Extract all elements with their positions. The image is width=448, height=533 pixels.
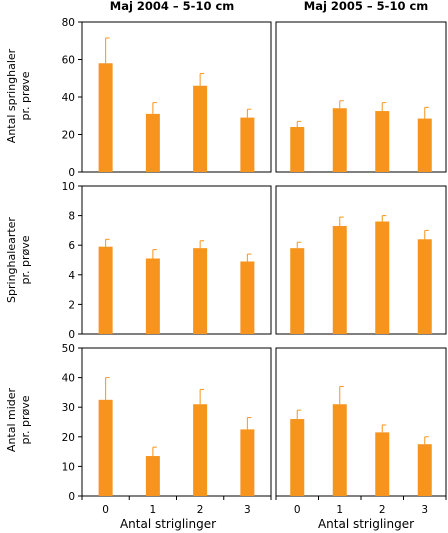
column-title-2004: Maj 2004 – 5-10 cm [110, 0, 235, 13]
panel-2 [275, 21, 447, 173]
row1-ylabel-line1: Antal springhaler [5, 48, 18, 143]
y-tick-label: 50 [62, 343, 75, 355]
y-tick-label: 0 [68, 167, 75, 179]
bar [98, 63, 113, 172]
bar [375, 432, 390, 496]
bar [193, 404, 208, 496]
bar [290, 127, 305, 172]
bar [98, 246, 113, 334]
y-tick-label: 40 [62, 92, 75, 104]
bar [290, 419, 305, 496]
y-tick-label: 0 [68, 329, 75, 341]
panel-6: 0 1 2 3 [275, 347, 447, 516]
x-tick-label: 1 [336, 504, 343, 516]
y-tick-label: 6 [68, 240, 75, 252]
x-axis-label-right: Antal striglinger [318, 517, 414, 531]
row3-ylabel-line2: pr. prøve [19, 395, 32, 444]
y-tick-label: 2 [68, 299, 75, 311]
y-tick-label: 60 [62, 55, 75, 67]
bar [145, 258, 160, 334]
row2-ylabel-line1: Springhalearter [5, 217, 18, 303]
panel-frame [81, 185, 272, 335]
row2-ylabel-line2: pr. prøve [19, 235, 32, 284]
y-tick-label: 10 [62, 461, 75, 473]
bar [417, 444, 432, 496]
row3-ylabel-line1: Antal mider [5, 387, 18, 452]
bar [375, 111, 390, 172]
bar [375, 221, 390, 334]
y-tick-label: 4 [68, 270, 75, 282]
panel-4 [275, 185, 447, 335]
bar [332, 404, 347, 496]
bar [332, 225, 347, 334]
bar [98, 399, 113, 496]
y-tick-label: 10 [62, 181, 75, 193]
column-title-2005: Maj 2005 – 5-10 cm [304, 0, 429, 13]
bar [417, 239, 432, 334]
row1-ylabel-line2: pr. prøve [19, 71, 32, 120]
y-tick-label: 40 [62, 373, 75, 385]
panel-3: 0 2 4 6 8 10 [62, 181, 272, 341]
panel-frame [275, 185, 447, 335]
x-tick-label: 3 [421, 504, 428, 516]
bar [240, 429, 255, 496]
bar [145, 456, 160, 496]
bar [417, 118, 432, 172]
bar [240, 261, 255, 334]
x-tick-label: 3 [244, 504, 251, 516]
panel-frame [275, 21, 447, 173]
y-tick-label: 0 [68, 491, 75, 503]
x-tick-label: 0 [294, 504, 301, 516]
y-tick-label: 8 [68, 211, 75, 223]
bar [193, 85, 208, 172]
bar [145, 113, 160, 172]
y-tick-label: 80 [62, 17, 75, 29]
x-tick-label: 2 [197, 504, 204, 516]
panel-5: 0 10 20 30 40 50 0 1 2 3 [62, 343, 272, 516]
x-axis-label-left: Antal striglinger [120, 517, 216, 531]
x-tick-label: 1 [150, 504, 157, 516]
panel-1: 0 20 40 60 80 [62, 17, 272, 179]
bar [290, 248, 305, 334]
bar [193, 248, 208, 334]
y-tick-label: 20 [62, 432, 75, 444]
y-tick-label: 30 [62, 402, 75, 414]
x-tick-label: 0 [102, 504, 109, 516]
x-tick-label: 2 [379, 504, 386, 516]
bar [332, 108, 347, 172]
y-tick-label: 20 [62, 130, 75, 142]
bar [240, 117, 255, 172]
